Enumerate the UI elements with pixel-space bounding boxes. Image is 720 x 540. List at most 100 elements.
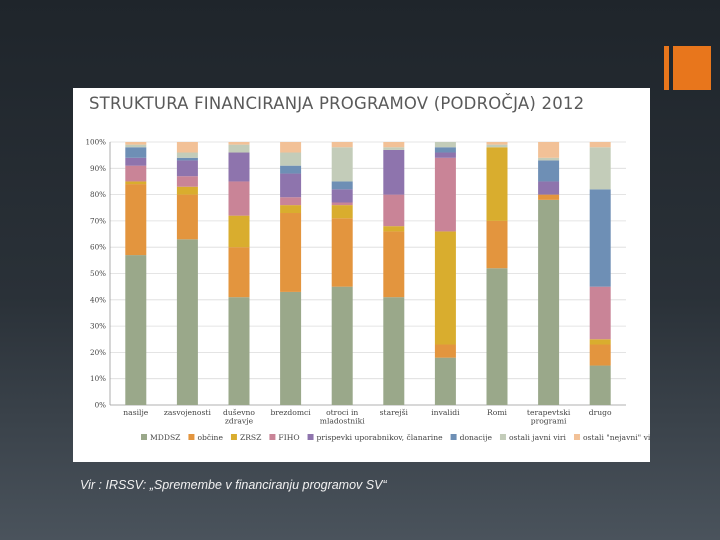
accent-bar bbox=[664, 46, 669, 90]
legend-swatch bbox=[450, 434, 457, 440]
legend-swatch bbox=[499, 434, 506, 440]
bar-segment bbox=[383, 226, 405, 232]
x-tick-label: Romi bbox=[487, 408, 507, 417]
bar-segment bbox=[176, 176, 198, 187]
legend-label: MDDSZ bbox=[150, 433, 180, 442]
bar-segment bbox=[331, 218, 353, 287]
x-tick-label: nasilje bbox=[123, 408, 149, 417]
y-tick-label: 50% bbox=[90, 269, 106, 278]
bar-segment bbox=[228, 297, 250, 405]
bar-segment bbox=[434, 152, 456, 158]
x-tick-label: duševno zdravje bbox=[223, 408, 255, 426]
bar-segment bbox=[176, 142, 198, 153]
bar-segment bbox=[589, 365, 611, 405]
y-tick-label: 30% bbox=[90, 322, 106, 331]
bar-segment bbox=[589, 142, 611, 148]
bar-segment bbox=[331, 205, 353, 219]
bar-segment bbox=[383, 231, 405, 298]
legend-label: donacije bbox=[460, 433, 493, 442]
bar-segment bbox=[280, 173, 302, 198]
bar-segment bbox=[228, 181, 250, 216]
bar-segment bbox=[280, 205, 302, 214]
bar-segment bbox=[383, 142, 405, 148]
bar-segment bbox=[538, 160, 560, 182]
bar-segment bbox=[486, 144, 508, 148]
bar-segment bbox=[589, 339, 611, 345]
bar-segment bbox=[280, 197, 302, 206]
bar-segment bbox=[331, 142, 353, 148]
bar-segment bbox=[589, 344, 611, 366]
bar-segment bbox=[538, 181, 560, 195]
source-note: Vir : IRSSV: „Spremembe v financiranju p… bbox=[80, 478, 387, 492]
bar-segment bbox=[125, 181, 147, 185]
stacked-bar-chart: 0% 10% 20% 30% 40% 50% 60% 70% 80% 90% 100% nasilje… bbox=[85, 138, 650, 443]
bar-segment bbox=[280, 291, 302, 405]
bar-segment bbox=[125, 147, 147, 158]
legend-swatch bbox=[230, 434, 237, 440]
bar-segment bbox=[176, 152, 198, 158]
bar-segment bbox=[331, 181, 353, 190]
bar-segment bbox=[383, 297, 405, 405]
bar-segment bbox=[486, 142, 508, 145]
bar-segment bbox=[280, 213, 302, 292]
y-tick-label: 80% bbox=[90, 190, 106, 199]
bar-segment bbox=[589, 189, 611, 287]
legend-swatch bbox=[269, 434, 276, 440]
bar-segment bbox=[125, 255, 147, 405]
bar-segment bbox=[228, 142, 250, 145]
bar-segment bbox=[125, 165, 147, 182]
bar-segment bbox=[176, 160, 198, 177]
bar-segment bbox=[228, 152, 250, 182]
legend-label: FIHO bbox=[278, 433, 299, 442]
bar-segment bbox=[538, 199, 560, 405]
bar-segment bbox=[589, 147, 611, 190]
y-tick-label: 100% bbox=[85, 138, 106, 147]
bar-segment bbox=[331, 189, 353, 203]
bar-segment bbox=[125, 144, 147, 148]
legend-label: prispevki uporabnikov, članarine bbox=[317, 433, 444, 442]
bar-segment bbox=[589, 286, 611, 340]
bar-segment bbox=[383, 147, 405, 150]
x-tick-label: otroci in mladostniki bbox=[320, 408, 365, 426]
bar-segment bbox=[538, 142, 560, 158]
y-tick-label: 60% bbox=[90, 243, 106, 252]
bar-segment bbox=[280, 165, 302, 174]
bar-segment bbox=[383, 149, 405, 195]
x-tick-label: starejši bbox=[380, 408, 409, 417]
legend-label: občine bbox=[197, 433, 223, 442]
y-tick-label: 40% bbox=[90, 295, 106, 304]
bar-segment bbox=[331, 286, 353, 405]
x-tick-label: invalidi bbox=[431, 408, 460, 417]
bar-segment bbox=[125, 142, 147, 145]
bar-segment bbox=[538, 194, 560, 200]
bar-segment bbox=[486, 268, 508, 405]
bar-segment bbox=[176, 194, 198, 240]
bar-segment bbox=[434, 344, 456, 358]
accent-square bbox=[673, 46, 711, 90]
legend-label: ZRSZ bbox=[240, 433, 261, 442]
bar-segment bbox=[125, 184, 147, 256]
chart-title: STRUKTURA FINANCIRANJA PROGRAMOV (PODROČ… bbox=[89, 94, 585, 113]
x-tick-label: drugo bbox=[589, 408, 612, 417]
x-tick-label: zasvojenosti bbox=[164, 408, 212, 417]
bar-segment bbox=[434, 147, 456, 153]
y-tick-label: 10% bbox=[90, 374, 106, 383]
bar-segment bbox=[486, 220, 508, 269]
bar-segment bbox=[434, 142, 456, 148]
bar-segment bbox=[280, 142, 302, 153]
y-tick-label: 20% bbox=[90, 348, 106, 357]
bar-segment bbox=[383, 194, 405, 227]
x-tick-label: terapevtski programi bbox=[527, 408, 571, 426]
legend-label: ostali "nejavni" viri bbox=[583, 433, 650, 442]
y-tick-label: 0% bbox=[95, 401, 107, 410]
y-tick-label: 90% bbox=[90, 164, 106, 173]
bar-segment bbox=[331, 147, 353, 182]
bar-segment bbox=[176, 239, 198, 405]
bar-segment bbox=[176, 157, 198, 161]
bar-segment bbox=[538, 157, 560, 161]
bar-segment bbox=[434, 357, 456, 405]
bar-segment bbox=[228, 247, 250, 298]
bar-segment bbox=[331, 202, 353, 206]
bar-segment bbox=[434, 231, 456, 345]
bar-segment bbox=[176, 186, 198, 195]
